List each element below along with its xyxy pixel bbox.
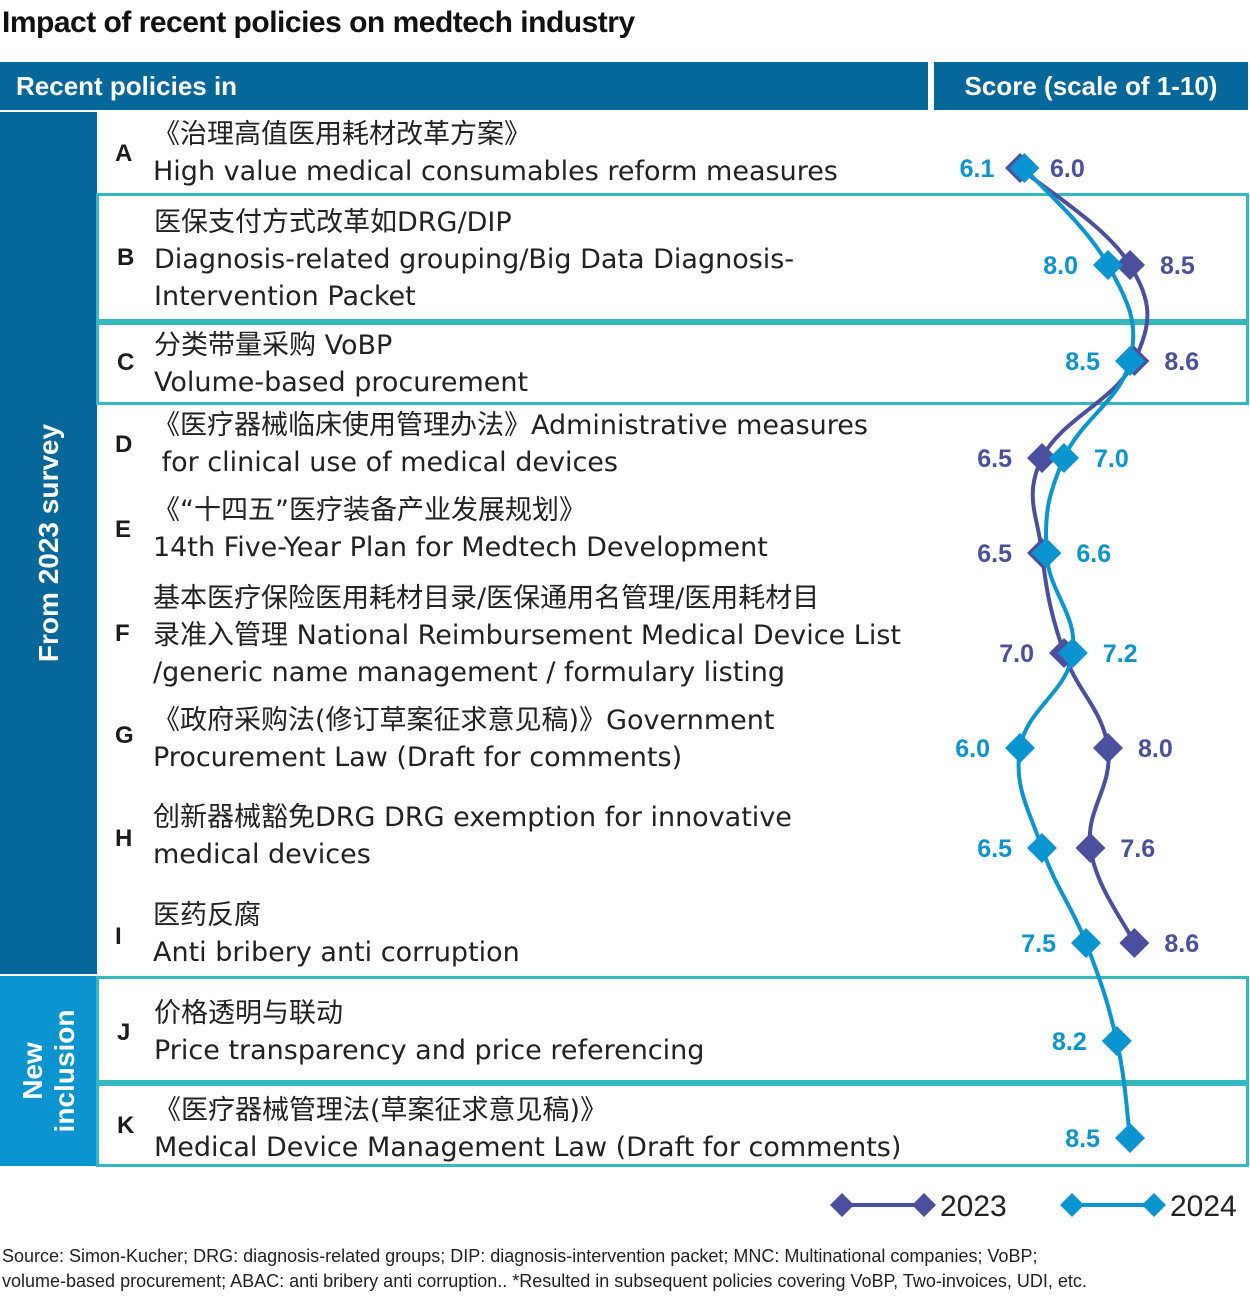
- row-description: 《治理高值医用耗材改革方案》 High value medical consum…: [153, 116, 838, 190]
- row-line: 基本医疗保险医用耗材目录/医保通用名管理/医用耗材目: [153, 583, 820, 614]
- row-letter: F: [115, 620, 130, 647]
- row-line: 录准入管理 National Reimbursement Medical Dev…: [153, 620, 901, 651]
- legend-marker-2023: [912, 1193, 936, 1217]
- row-line: for clinical use of medical devices: [153, 447, 618, 478]
- policy-row-f: F 基本医疗保险医用耗材目录/医保通用名管理/医用耗材目 录准入管理 Natio…: [97, 578, 1248, 696]
- policy-row-d: D 《医疗器械临床使用管理办法》Administrative measures …: [97, 405, 1248, 488]
- row-line: medical devices: [153, 839, 371, 870]
- policy-row-c: C 分类带量采购 VoBP Volume-based procurement: [96, 322, 1249, 405]
- row-letter: E: [115, 516, 132, 543]
- row-line: 医药反腐: [153, 900, 261, 931]
- policy-row-k: K 《医疗器械管理法(草案征求意见稿)》 Medical Device Mana…: [96, 1083, 1249, 1167]
- row-line: Medical Device Management Law (Draft for…: [154, 1132, 902, 1163]
- row-description: 《“十四五”医疗装备产业发展规划》 14th Five-Year Plan fo…: [153, 492, 768, 566]
- footnote-line: volume-based procurement; ABAC: anti bri…: [2, 1271, 1087, 1291]
- row-letter: J: [117, 1019, 131, 1046]
- row-line: 价格透明与联动: [154, 998, 343, 1029]
- row-line: 《政府采购法(修订草案征求意见稿)》Government: [153, 705, 775, 736]
- row-line: 创新器械豁免DRG DRG exemption for innovative: [153, 802, 792, 833]
- row-line: 分类带量采购 VoBP: [154, 330, 393, 361]
- source-footnote: Source: Simon-Kucher; DRG: diagnosis-rel…: [2, 1244, 1248, 1294]
- row-description: 基本医疗保险医用耗材目录/医保通用名管理/医用耗材目 录准入管理 Nationa…: [153, 580, 901, 691]
- row-letter: G: [115, 722, 134, 749]
- legend-label-2024: 2024: [1170, 1190, 1237, 1223]
- row-letter: A: [115, 140, 133, 167]
- row-line: Anti bribery anti corruption: [153, 937, 520, 968]
- row-description: 分类带量采购 VoBP Volume-based procurement: [154, 327, 528, 401]
- page-title: Impact of recent policies on medtech ind…: [2, 6, 635, 39]
- row-letter: H: [115, 825, 133, 852]
- row-letter: D: [115, 431, 133, 458]
- row-line: /generic name management / formulary lis…: [153, 657, 786, 688]
- policy-row-e: E 《“十四五”医疗装备产业发展规划》 14th Five-Year Plan …: [97, 490, 1248, 576]
- policy-row-i: I 医药反腐 Anti bribery anti corruption: [97, 895, 1248, 975]
- row-description: 《医疗器械临床使用管理办法》Administrative measures fo…: [153, 407, 868, 481]
- row-line: 《治理高值医用耗材改革方案》: [153, 119, 531, 150]
- header-score: Score (scale of 1-10): [934, 62, 1248, 110]
- row-line: 14th Five-Year Plan for Medtech Developm…: [153, 532, 768, 563]
- row-description: 《政府采购法(修订草案征求意见稿)》Government Procurement…: [153, 702, 774, 776]
- group-new-band: New inclusion: [0, 976, 97, 1166]
- row-line: 《医疗器械临床使用管理办法》Administrative measures: [153, 410, 868, 441]
- row-line: 《“十四五”医疗装备产业发展规划》: [153, 495, 586, 526]
- row-line: 医保支付方式改革如DRG/DIP: [154, 207, 512, 238]
- row-line: Intervention Packet: [154, 281, 416, 312]
- legend-marker-2024: [1060, 1193, 1084, 1217]
- row-line: Diagnosis-related grouping/Big Data Diag…: [154, 244, 795, 275]
- legend-label-2023: 2023: [940, 1190, 1007, 1223]
- row-line: Procurement Law (Draft for comments): [153, 742, 683, 773]
- chart-legend: 2023 2024: [830, 1190, 1237, 1223]
- policy-row-g: G 《政府采购法(修订草案征求意见稿)》Government Procureme…: [97, 700, 1248, 790]
- group-survey-label: From 2023 survey: [32, 423, 64, 663]
- row-description: 《医疗器械管理法(草案征求意见稿)》 Medical Device Manage…: [154, 1092, 901, 1166]
- row-letter: I: [115, 923, 122, 950]
- row-letter: K: [117, 1112, 135, 1139]
- row-description: 医药反腐 Anti bribery anti corruption: [153, 897, 520, 971]
- row-description: 价格透明与联动 Price transparency and price ref…: [154, 995, 704, 1069]
- row-description: 医保支付方式改革如DRG/DIP Diagnosis-related group…: [154, 204, 794, 315]
- policy-row-j: J 价格透明与联动 Price transparency and price r…: [96, 976, 1249, 1083]
- group-survey-band: From 2023 survey: [0, 112, 97, 974]
- row-letter: C: [117, 349, 135, 376]
- group-new-line2: inclusion: [48, 1009, 80, 1133]
- legend-marker-2023: [830, 1193, 854, 1217]
- row-line: Price transparency and price referencing: [154, 1035, 705, 1066]
- row-line: 《医疗器械管理法(草案征求意见稿)》: [154, 1095, 608, 1126]
- row-description: 创新器械豁免DRG DRG exemption for innovative m…: [153, 799, 792, 873]
- group-new-line1: New: [16, 1042, 48, 1100]
- policy-row-a: A 《治理高值医用耗材改革方案》 High value medical cons…: [97, 112, 1248, 190]
- row-letter: B: [117, 244, 135, 271]
- footnote-line: Source: Simon-Kucher; DRG: diagnosis-rel…: [2, 1246, 1038, 1266]
- legend-marker-2024: [1142, 1193, 1166, 1217]
- row-line: High value medical consumables reform me…: [153, 156, 838, 187]
- row-line: Volume-based procurement: [154, 367, 529, 398]
- policy-row-b: B 医保支付方式改革如DRG/DIP Diagnosis-related gro…: [96, 193, 1249, 322]
- policy-row-h: H 创新器械豁免DRG DRG exemption for innovative…: [97, 795, 1248, 891]
- header-policies: Recent policies in: [0, 62, 928, 110]
- group-new-label: New inclusion: [17, 1010, 81, 1133]
